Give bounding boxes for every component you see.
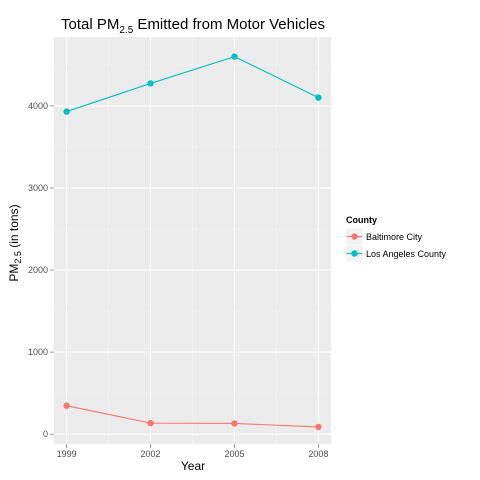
series-layer <box>63 53 322 431</box>
y-tick-label: 3000 <box>28 183 48 193</box>
chart-title-subscript: 2.5 <box>119 25 133 36</box>
grid-major <box>54 37 331 444</box>
data-point-los-angeles-county <box>231 53 238 60</box>
data-point-baltimore-city <box>63 402 70 409</box>
data-point-baltimore-city <box>315 423 322 431</box>
legend-items: Baltimore City Los Angeles County <box>345 227 447 263</box>
y-tick-label: 0 <box>43 429 48 439</box>
data-point-los-angeles-county <box>147 80 154 87</box>
legend: County Baltimore City Los Angeles County <box>345 215 447 263</box>
y-axis: 0 1000 2000 3000 4000 <box>28 101 54 439</box>
legend-key-point-baltimore-city <box>351 233 358 240</box>
data-point-los-angeles-county <box>63 108 70 115</box>
series-line-los-angeles-county <box>66 55 319 113</box>
legend-key-point-los-angeles-county <box>351 250 358 257</box>
x-tick-label: 1999 <box>57 449 77 459</box>
y-tick-label: 2000 <box>28 265 48 275</box>
y-axis-title-subscript: 2.5 <box>13 251 23 264</box>
data-point-baltimore-city <box>147 419 154 427</box>
data-point-baltimore-city <box>231 420 238 427</box>
y-axis-title: PM2.5 (in tons) <box>7 204 23 281</box>
plot-panel <box>54 37 331 444</box>
legend-title: County <box>346 215 377 225</box>
y-tick-label: 1000 <box>28 347 48 357</box>
y-axis-title-suffix: (in tons) <box>7 204 21 251</box>
x-tick-label: 2002 <box>141 449 161 459</box>
data-point-los-angeles-county <box>315 94 322 101</box>
series-line-baltimore-city <box>66 405 319 428</box>
legend-label-baltimore-city: Baltimore City <box>366 232 423 242</box>
x-axis-title: Year <box>181 459 205 473</box>
y-tick-label: 4000 <box>28 101 48 111</box>
x-tick-label: 2008 <box>308 449 328 459</box>
x-axis: 1999 2002 2005 2008 <box>57 444 328 459</box>
chart-title: Total PM2.5 Emitted from Motor Vehicles <box>61 16 325 36</box>
legend-label-los-angeles-county: Los Angeles County <box>366 249 447 259</box>
x-tick-label: 2005 <box>224 449 244 459</box>
chart-title-main: Total PM <box>61 16 119 33</box>
chart-title-suffix: Emitted from Motor Vehicles <box>133 16 325 33</box>
grid-minor <box>54 37 331 444</box>
y-axis-title-main: PM <box>7 264 21 282</box>
